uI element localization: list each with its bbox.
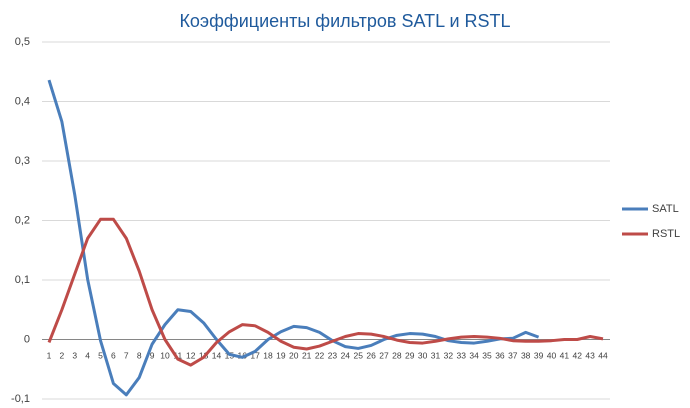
y-tick-label: 0,1 bbox=[15, 274, 30, 286]
x-tick-label: 17 bbox=[250, 350, 260, 360]
x-tick-label: 40 bbox=[547, 350, 557, 360]
x-tick-label: 31 bbox=[431, 350, 441, 360]
x-tick-label: 9 bbox=[150, 350, 155, 360]
series-line bbox=[47, 217, 604, 367]
x-tick-label: 19 bbox=[276, 350, 286, 360]
y-tick-label: -0,1 bbox=[11, 393, 30, 405]
series-line bbox=[47, 79, 540, 397]
x-tick-label: 12 bbox=[186, 350, 196, 360]
chart-title: Коэффициенты фильтров SATL и RSTL bbox=[179, 11, 510, 31]
x-tick-label: 23 bbox=[328, 350, 338, 360]
x-tick-label: 16 bbox=[238, 350, 248, 360]
x-tick-label: 18 bbox=[263, 350, 273, 360]
x-tick-label: 37 bbox=[508, 350, 518, 360]
x-tick-label: 7 bbox=[124, 350, 129, 360]
x-tick-label: 28 bbox=[392, 350, 402, 360]
x-tick-label: 41 bbox=[560, 350, 570, 360]
x-tick-label: 33 bbox=[457, 350, 467, 360]
y-tick-label: 0,2 bbox=[15, 214, 30, 226]
x-tick-label: 14 bbox=[212, 350, 222, 360]
y-tick-label: 0 bbox=[24, 333, 30, 345]
x-tick-label: 21 bbox=[302, 350, 312, 360]
x-tick-label: 20 bbox=[289, 350, 299, 360]
x-tick-label: 27 bbox=[379, 350, 389, 360]
x-tick-label: 42 bbox=[572, 350, 582, 360]
y-tick-label: 0,3 bbox=[15, 155, 30, 167]
x-tick-label: 39 bbox=[534, 350, 544, 360]
x-tick-label: 6 bbox=[111, 350, 116, 360]
x-tick-label: 44 bbox=[598, 350, 608, 360]
legend-label: RSTL bbox=[652, 228, 680, 240]
x-tick-label: 43 bbox=[585, 350, 595, 360]
x-tick-label: 29 bbox=[405, 350, 415, 360]
y-tick-label: 0,5 bbox=[15, 36, 30, 48]
y-tick-label: 0,4 bbox=[15, 95, 30, 107]
legend-label: SATL bbox=[652, 203, 679, 215]
x-tick-label: 36 bbox=[495, 350, 505, 360]
x-tick-label: 2 bbox=[60, 350, 65, 360]
x-tick-label: 5 bbox=[98, 350, 103, 360]
x-tick-label: 38 bbox=[521, 350, 531, 360]
x-tick-label: 11 bbox=[173, 350, 182, 360]
x-tick-label: 24 bbox=[341, 350, 351, 360]
x-tick-label: 22 bbox=[315, 350, 325, 360]
x-tick-label: 1 bbox=[47, 350, 52, 360]
x-tick-label: 34 bbox=[469, 350, 479, 360]
x-tick-label: 32 bbox=[444, 350, 454, 360]
x-tick-label: 25 bbox=[353, 350, 363, 360]
x-tick-label: 26 bbox=[366, 350, 376, 360]
x-tick-label: 35 bbox=[482, 350, 492, 360]
x-tick-label: 3 bbox=[72, 350, 77, 360]
x-tick-label: 4 bbox=[85, 350, 90, 360]
x-tick-label: 8 bbox=[137, 350, 142, 360]
x-tick-label: 30 bbox=[418, 350, 428, 360]
x-tick-label: 10 bbox=[160, 350, 170, 360]
